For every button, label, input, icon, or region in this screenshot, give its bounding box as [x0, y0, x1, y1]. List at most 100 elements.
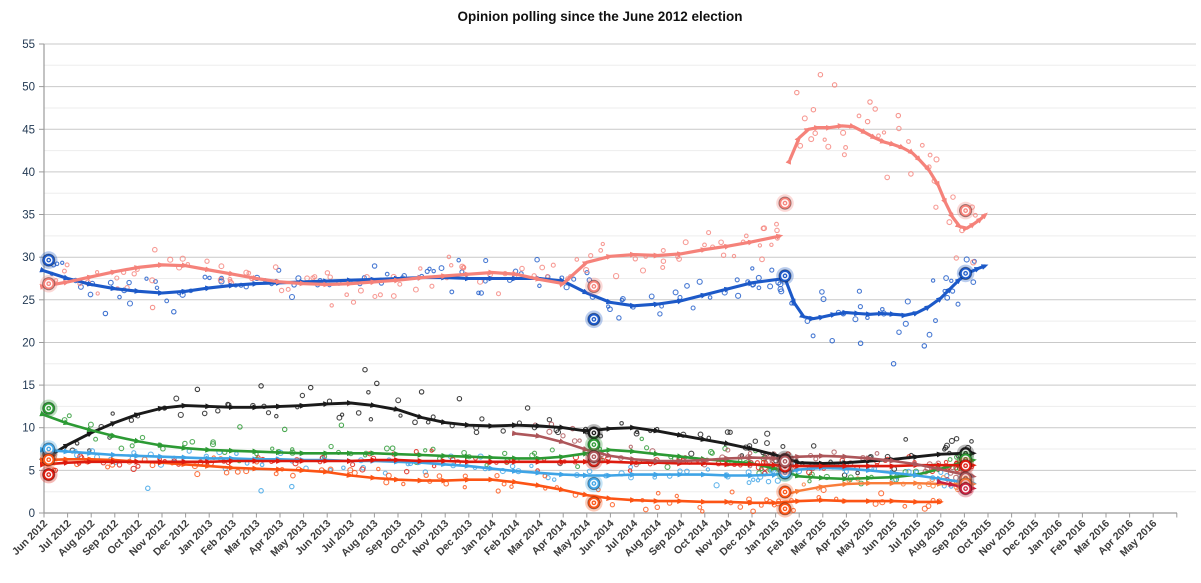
- poll-scatter-point: [139, 434, 146, 441]
- poll-scatter-point: [927, 152, 933, 158]
- poll-scatter-point: [896, 125, 902, 132]
- poll-scatter-point: [856, 288, 863, 294]
- poll-scatter-point: [774, 221, 779, 227]
- poll-scatter-point: [672, 289, 679, 296]
- poll-scatter-point: [933, 156, 940, 163]
- y-axis-label: 25: [22, 295, 35, 307]
- election-result-marker-light-blue: [39, 440, 58, 458]
- poll-scatter-point: [813, 456, 819, 462]
- poll-scatter-point: [107, 279, 114, 286]
- poll-scatter-point: [126, 279, 132, 286]
- poll-scatter-point: [949, 278, 954, 284]
- poll-scatter-point: [395, 397, 402, 404]
- poll-scatter-point: [94, 270, 100, 275]
- poll-scatter-point: [64, 262, 70, 268]
- poll-scatter-point: [234, 451, 239, 457]
- poll-scatter-point: [223, 469, 230, 476]
- election-result-marker-dark-blue: [585, 310, 603, 329]
- poll-scatter-point: [926, 331, 933, 338]
- election-result-marker-salmon-pink: [39, 274, 58, 293]
- poll-scatter-point: [829, 337, 835, 344]
- poll-scatter-point: [797, 142, 804, 149]
- poll-scatter-point: [769, 267, 775, 273]
- poll-scatter-point: [237, 424, 243, 430]
- poll-scatter-point: [571, 438, 578, 444]
- poll-scatter-point: [116, 462, 123, 468]
- poll-scatter-point: [705, 467, 711, 472]
- poll-scatter-point: [947, 457, 953, 462]
- election-result-marker-green: [39, 399, 58, 418]
- poll-scatter-point: [684, 283, 690, 289]
- poll-scatter-point: [765, 478, 772, 485]
- poll-scatter-point: [970, 279, 977, 285]
- poll-scatter-point: [551, 477, 557, 482]
- poll-scatter-point: [895, 112, 902, 119]
- poll-scatter-point: [258, 488, 264, 494]
- poll-scatter-point: [278, 287, 285, 294]
- poll-scatter-point: [817, 71, 824, 78]
- poll-scatter-point: [876, 133, 881, 139]
- poll-scatter-point: [674, 493, 679, 499]
- election-result-marker-salmon-pink: [956, 201, 975, 220]
- poll-scatter-point: [443, 480, 450, 487]
- poll-scatter-point: [906, 139, 911, 144]
- y-axis-label: 50: [22, 82, 35, 94]
- poll-scatter-point: [755, 478, 761, 483]
- poll-scatter-point: [171, 309, 177, 315]
- poll-scatter-point: [737, 504, 744, 510]
- poll-scatter-point: [537, 283, 542, 289]
- poll-scatter-point: [760, 225, 766, 232]
- poll-scatter-point: [865, 315, 870, 321]
- poll-scatter-point: [713, 482, 720, 489]
- poll-scatter-point: [328, 443, 334, 450]
- election-result-marker-light-blue: [585, 474, 603, 493]
- poll-scatter-point: [385, 472, 392, 479]
- poll-scatter-point: [448, 263, 454, 268]
- poll-scatter-point: [764, 497, 770, 503]
- poll-scatter-point: [350, 462, 356, 468]
- poll-scatter-point: [207, 275, 212, 281]
- election-result-marker-crimson: [956, 479, 975, 498]
- poll-scatter-point: [401, 481, 406, 487]
- poll-scatter-point: [872, 106, 878, 112]
- poll-scatter-point: [857, 340, 864, 347]
- poll-scatter-point: [167, 256, 174, 263]
- poll-scatter-point: [598, 247, 604, 253]
- poll-scatter-point: [917, 484, 923, 490]
- poll-scatter-point: [831, 449, 837, 455]
- poll-scatter-point: [87, 291, 94, 298]
- poll-scatter-point: [376, 466, 381, 472]
- poll-scatter-point: [412, 286, 419, 293]
- election-result-marker-orange: [776, 500, 794, 518]
- poll-scatter-point: [423, 448, 428, 453]
- election-result-marker-orange: [585, 494, 603, 512]
- poll-scatter-point: [545, 273, 550, 279]
- poll-scatter-point: [816, 495, 822, 500]
- poll-scatter-point: [546, 428, 553, 435]
- poll-scatter-point: [697, 504, 703, 510]
- poll-scatter-point: [500, 428, 506, 434]
- poll-scatter-point: [105, 464, 111, 470]
- poll-scatter-point: [660, 265, 666, 270]
- y-axis-label: 20: [22, 338, 35, 350]
- poll-scatter-point: [752, 438, 759, 444]
- poll-scatter-point: [357, 287, 364, 294]
- poll-scatter-point: [501, 481, 507, 487]
- poll-scatter-point: [390, 293, 397, 299]
- y-axis-label: 0: [29, 508, 35, 520]
- poll-scatter-point: [151, 246, 158, 253]
- poll-scatter-point: [215, 408, 221, 414]
- poll-scatter-point: [424, 268, 430, 274]
- trend-line-salmon-pink: [785, 122, 988, 232]
- poll-scatter-point: [461, 449, 467, 456]
- poll-scatter-point: [648, 293, 655, 300]
- poll-scatter-point: [755, 274, 762, 281]
- election-result-marker-salmon-pink: [776, 194, 794, 212]
- poll-scatter-point: [473, 429, 480, 436]
- poll-scatter-point: [914, 469, 919, 475]
- poll-scatter-point: [259, 462, 265, 468]
- poll-scatter-point: [930, 278, 936, 283]
- poll-scatter-point: [820, 296, 827, 303]
- poll-scatter-point: [696, 278, 703, 285]
- poll-scatter-point: [794, 89, 800, 96]
